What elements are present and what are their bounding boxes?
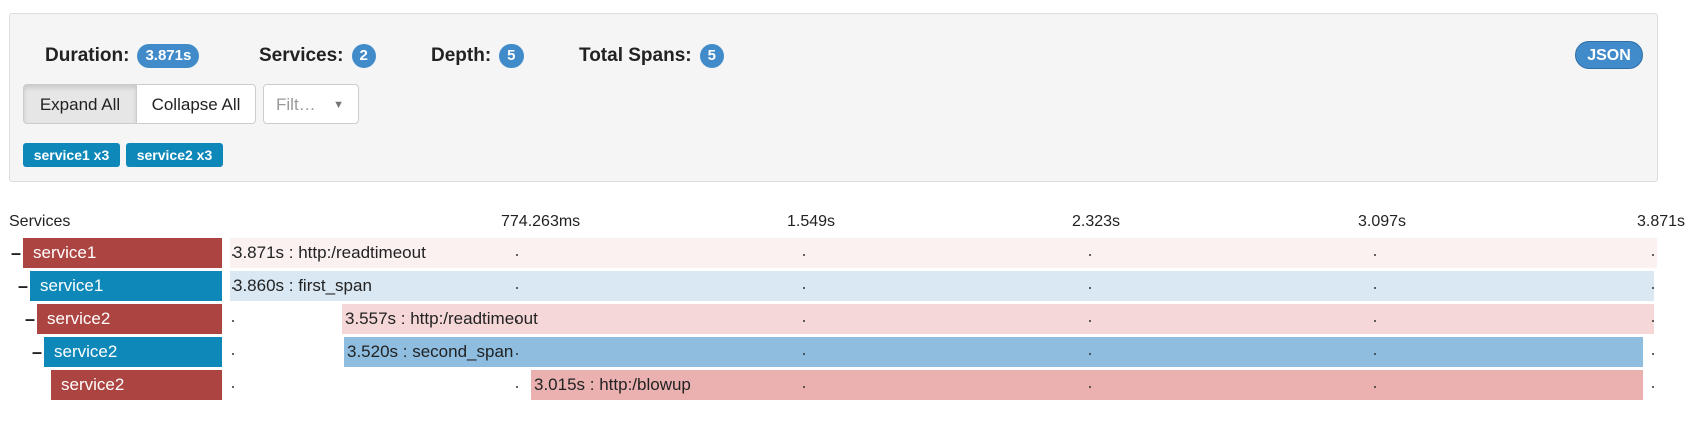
tick-dot bbox=[1374, 320, 1376, 322]
span-bar[interactable] bbox=[230, 238, 1657, 268]
span-label: 3.557s : http:/readtimeout bbox=[345, 309, 538, 328]
depth-stat: Depth: 5 bbox=[431, 44, 524, 68]
tick-dot bbox=[803, 320, 805, 322]
services-header: Services bbox=[9, 213, 71, 230]
service-tag[interactable]: service1 x3 bbox=[23, 143, 120, 167]
duration-stat: Duration: 3.871s bbox=[45, 44, 200, 68]
collapse-toggle[interactable]: – bbox=[25, 309, 36, 329]
stat-label: Total Spans: bbox=[579, 45, 692, 67]
summary-panel bbox=[9, 13, 1658, 182]
collapse-all-button[interactable]: Collapse All bbox=[136, 84, 256, 124]
service-label[interactable]: service1 bbox=[23, 238, 222, 268]
tick-dot bbox=[803, 287, 805, 289]
tick-dot bbox=[516, 287, 518, 289]
time-tick-label: 3.097s bbox=[1358, 213, 1407, 230]
collapse-toggle[interactable]: – bbox=[18, 276, 29, 296]
tick-dot bbox=[516, 353, 518, 355]
collapse-toggle[interactable]: – bbox=[32, 342, 43, 362]
tick-dot bbox=[803, 353, 805, 355]
tick-dot bbox=[1089, 287, 1091, 289]
span-bar[interactable] bbox=[344, 337, 1643, 367]
tick-dot bbox=[1089, 386, 1091, 388]
tick-dot bbox=[516, 320, 518, 322]
span-bar[interactable] bbox=[230, 271, 1654, 301]
stat-badge: 5 bbox=[499, 44, 524, 68]
tick-dot bbox=[1374, 386, 1376, 388]
service-label[interactable]: service2 bbox=[37, 304, 222, 334]
time-tick-label: 1.549s bbox=[787, 213, 836, 230]
filter-dropdown[interactable]: Filt… ▼ bbox=[263, 84, 359, 124]
tick-dot bbox=[1652, 287, 1654, 289]
tick-dot bbox=[803, 386, 805, 388]
service-tag[interactable]: service2 x3 bbox=[126, 143, 223, 167]
tick-dot bbox=[1374, 353, 1376, 355]
service-label[interactable]: service2 bbox=[44, 337, 222, 367]
total-spans-stat: Total Spans: 5 bbox=[579, 44, 724, 68]
tick-dot bbox=[1652, 386, 1654, 388]
tick-dot bbox=[232, 287, 234, 289]
dropdown-caret: ▼ bbox=[333, 99, 344, 111]
tick-dot bbox=[1652, 320, 1654, 322]
tick-dot bbox=[803, 254, 805, 256]
expand-all-button[interactable]: Expand All bbox=[23, 84, 137, 124]
stat-label: Services: bbox=[259, 45, 344, 67]
tick-dot bbox=[1652, 254, 1654, 256]
tick-dot bbox=[232, 353, 234, 355]
stat-badge: 5 bbox=[699, 44, 724, 68]
tick-dot bbox=[1089, 254, 1091, 256]
time-tick-label: 2.323s bbox=[1072, 213, 1121, 230]
tick-dot bbox=[516, 386, 518, 388]
collapse-toggle[interactable]: – bbox=[11, 243, 22, 263]
span-label: 3.860s : first_span bbox=[233, 276, 372, 295]
span-label: 3.520s : second_span bbox=[347, 342, 514, 361]
span-bar[interactable] bbox=[342, 304, 1654, 334]
tick-dot bbox=[516, 254, 518, 256]
span-label: 3.871s : http:/readtimeout bbox=[233, 243, 426, 262]
stat-badge: 2 bbox=[351, 44, 376, 68]
service-label[interactable]: service2 bbox=[51, 370, 222, 400]
tick-dot bbox=[232, 320, 234, 322]
stat-badge: 3.871s bbox=[137, 44, 200, 68]
tick-dot bbox=[1374, 254, 1376, 256]
tick-dot bbox=[1089, 320, 1091, 322]
filter-placeholder: Filt… bbox=[276, 95, 316, 114]
services-stat: Services: 2 bbox=[259, 44, 376, 68]
time-tick-label: 3.871s bbox=[1637, 213, 1686, 230]
tick-dot bbox=[232, 254, 234, 256]
stat-label: Depth: bbox=[431, 45, 492, 67]
tick-dot bbox=[1089, 353, 1091, 355]
tick-dot bbox=[1652, 353, 1654, 355]
tick-dot bbox=[232, 386, 234, 388]
time-tick-label: 774.263ms bbox=[501, 213, 581, 230]
span-label: 3.015s : http:/blowup bbox=[534, 375, 691, 394]
span-bar[interactable] bbox=[531, 370, 1643, 400]
tick-dot bbox=[1374, 287, 1376, 289]
stat-label: Duration: bbox=[45, 45, 130, 67]
service-label[interactable]: service1 bbox=[30, 271, 222, 301]
json-button[interactable]: JSON bbox=[1575, 41, 1643, 69]
